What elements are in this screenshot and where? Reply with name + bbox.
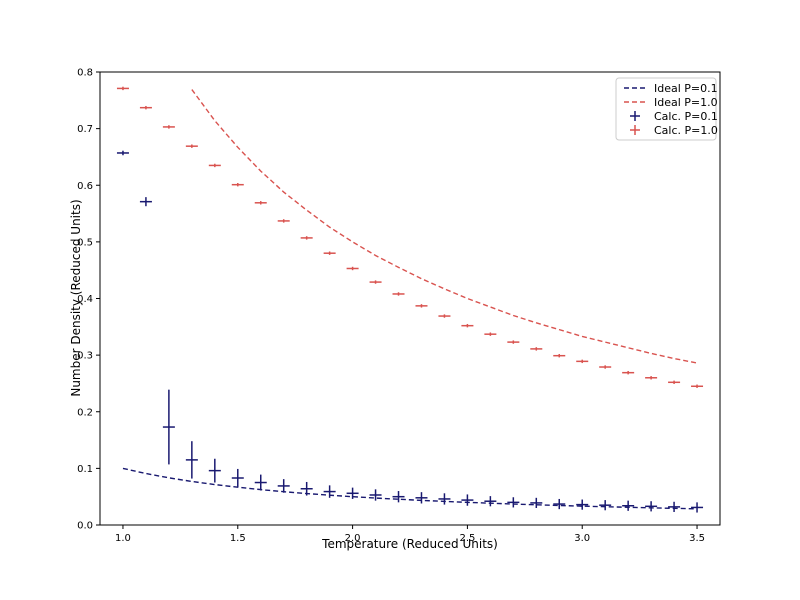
legend-label: Ideal P=1.0 [654, 96, 718, 109]
x-axis-label: Temperature (Reduced Units) [321, 537, 498, 551]
legend-item: Ideal P=1.0 [624, 96, 718, 109]
data-point [162, 389, 175, 465]
y-tick-label: 0.3 [77, 351, 93, 362]
data-point [576, 359, 589, 364]
data-point [461, 323, 474, 328]
data-point [369, 489, 382, 501]
data-point [208, 163, 221, 168]
data-point [277, 479, 290, 493]
data-point [530, 347, 543, 351]
y-tick-label: 0.1 [77, 464, 93, 475]
data-point [162, 125, 175, 129]
y-tick-label: 0.2 [77, 407, 93, 418]
data-point [599, 500, 612, 511]
data-point [415, 492, 428, 504]
data-point [231, 182, 244, 187]
data-point [116, 86, 129, 91]
plot-layer [116, 86, 704, 513]
data-point [484, 332, 497, 336]
data-point [323, 251, 336, 255]
data-point [392, 491, 405, 503]
data-point [185, 441, 198, 479]
data-point [484, 496, 497, 507]
data-point [369, 280, 382, 284]
series-1 [122, 467, 698, 510]
data-point [553, 498, 566, 510]
y-tick-label: 0.4 [77, 294, 93, 305]
legend-box [615, 77, 717, 141]
data-point [139, 105, 152, 110]
data-point [668, 380, 681, 385]
data-point [507, 497, 520, 508]
series-3 [116, 150, 704, 513]
data-point [645, 376, 658, 380]
data-point [323, 485, 336, 498]
y-axis-label: Number Density (Reduced Units) [69, 199, 83, 396]
x-ticks: 1.0 1.5 2.0 2.5 3.0 3.5 [115, 525, 705, 544]
legend-label: Ideal P=0.1 [654, 82, 718, 95]
data-point [208, 458, 221, 483]
data-point [346, 487, 359, 499]
legend-item: Calc. P=0.1 [630, 110, 718, 123]
data-point [599, 365, 612, 369]
y-tick-label: 0.8 [77, 68, 93, 79]
x-tick-label: 1.0 [115, 533, 131, 544]
legend-label: Calc. P=1.0 [654, 124, 718, 137]
y-tick-label: 0.0 [77, 521, 93, 532]
data-point [622, 370, 635, 375]
data-point [300, 481, 313, 496]
data-point [461, 494, 474, 506]
data-point [300, 236, 313, 240]
legend-item: Calc. P=1.0 [630, 124, 718, 137]
series-line [122, 467, 698, 510]
data-point [116, 150, 129, 156]
data-point [553, 353, 566, 358]
data-point [668, 501, 681, 512]
data-point [622, 500, 635, 511]
x-tick-label: 1.5 [230, 533, 246, 544]
data-point [231, 468, 244, 488]
data-point [691, 384, 704, 388]
y-tick-label: 0.6 [77, 181, 93, 192]
legend-item: Ideal P=0.1 [624, 82, 718, 95]
data-point [139, 197, 152, 207]
x-tick-label: 2.5 [459, 533, 475, 544]
x-tick-label: 2.0 [345, 533, 361, 544]
data-point [392, 292, 405, 296]
y-tick-label: 0.7 [77, 124, 93, 135]
x-tick-label: 3.5 [689, 533, 705, 544]
y-ticks: 0.0 0.1 0.2 0.3 0.4 0.5 0.6 0.7 0.8 [77, 68, 100, 532]
data-point [415, 304, 428, 308]
data-point [346, 266, 359, 271]
data-point [277, 219, 290, 223]
data-point [576, 499, 589, 510]
data-point [185, 144, 198, 148]
data-point [507, 340, 520, 344]
data-point [438, 493, 451, 505]
data-point [530, 497, 543, 509]
data-point [254, 201, 267, 205]
series-4 [116, 86, 704, 388]
data-point [645, 501, 658, 512]
data-point [438, 314, 451, 318]
data-point [691, 502, 704, 513]
legend-label: Calc. P=0.1 [654, 110, 718, 123]
data-point [254, 474, 267, 491]
y-tick-label: 0.5 [77, 237, 93, 248]
x-tick-label: 3.0 [574, 533, 590, 544]
